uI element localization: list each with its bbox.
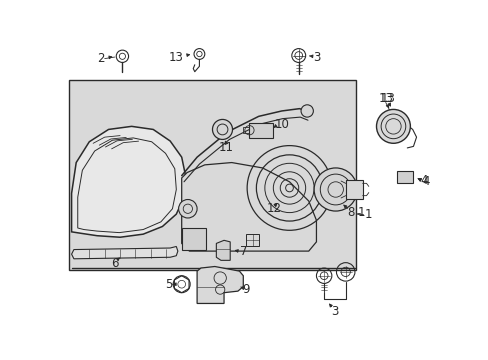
Bar [68,80,356,270]
Text: 13: 13 [380,92,395,105]
Text: 5: 5 [164,278,172,291]
Polygon shape [71,247,178,259]
Text: 12: 12 [266,202,281,215]
Text: 7: 7 [239,244,246,258]
Text: 8: 8 [346,206,354,219]
Text: 13: 13 [378,92,392,105]
Bar [249,122,272,138]
Text: 3: 3 [312,50,320,64]
Circle shape [313,168,357,211]
Text: 13: 13 [168,50,183,64]
Text: 3: 3 [330,305,338,318]
Text: 4: 4 [420,174,427,187]
Polygon shape [71,126,185,237]
Text: 6: 6 [111,257,118,270]
Text: 11: 11 [219,141,233,154]
Text: 9: 9 [242,283,249,296]
Text: 10: 10 [274,118,288,131]
Polygon shape [182,163,316,251]
Bar [182,228,206,249]
Text: 2: 2 [97,52,104,65]
Bar [245,234,259,247]
Text: 4: 4 [421,175,428,188]
Bar [396,171,413,183]
Circle shape [376,109,409,143]
Circle shape [301,105,313,117]
Text: 1: 1 [364,208,371,221]
Bar [345,180,362,199]
Circle shape [178,199,197,218]
Polygon shape [216,240,230,260]
Circle shape [212,120,232,139]
Bar [242,127,249,133]
Polygon shape [197,266,243,303]
Text: 1: 1 [357,206,364,219]
